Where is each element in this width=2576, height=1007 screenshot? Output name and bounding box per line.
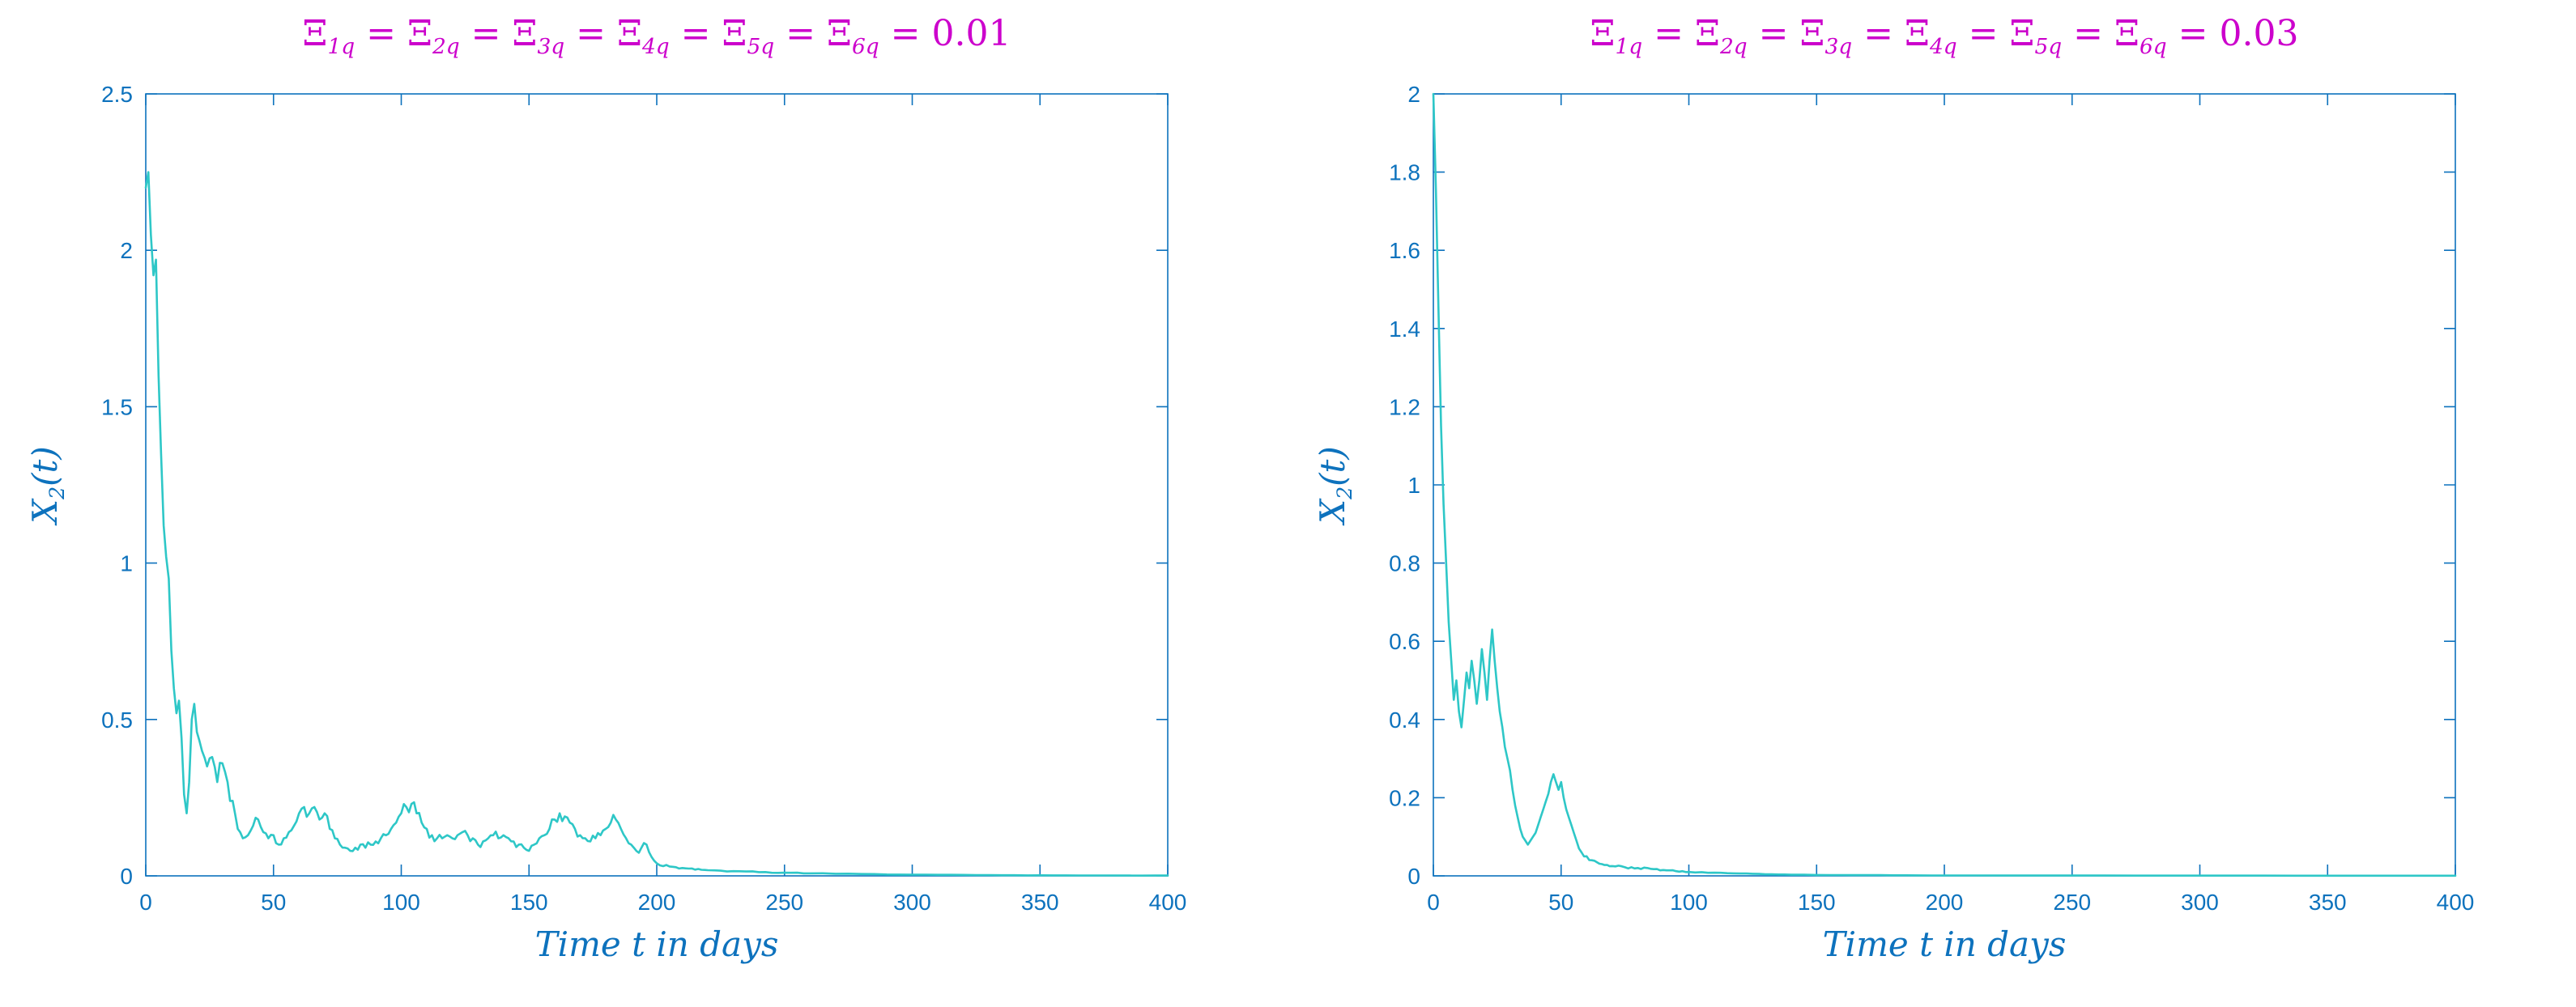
y-tick-label: 1.5 [101,394,133,419]
x-axis-label: Time t in days [1822,924,2067,964]
y-tick-label: 0.8 [1389,551,1420,576]
x-tick-label: 100 [1670,890,1708,915]
x-tick-label: 350 [2309,890,2347,915]
x-axis-label: Time t in days [534,924,779,964]
x-tick-label: 100 [382,890,420,915]
plot-svg: 0 50 100 150 200 250 300 350 400 0 0.2 0.4 0.6 0.8 1 1.… [1389,82,2475,915]
x-tick-label: 0 [139,890,152,915]
series-line [144,171,1169,877]
y-tick-label: 2 [120,238,133,263]
x-tick-label: 350 [1021,890,1059,915]
x-tick-label: 50 [1548,890,1573,915]
series-line [1432,92,2457,877]
plot-border [145,93,1169,877]
x-tick-label: 0 [1427,890,1440,915]
y-tick-label: 0.5 [101,707,133,733]
x-tick-label: 250 [2053,890,2091,915]
x-tick-label: 400 [1149,890,1187,915]
plot-border [1433,93,2456,877]
x-tick-label: 200 [1926,890,1964,915]
x-tick-label: 300 [893,890,931,915]
y-tick-label: 2.5 [101,82,133,107]
y-tick-label: 0 [1407,864,1420,889]
x-tick-label: 250 [765,890,803,915]
y-tick-label: 0.6 [1389,629,1420,654]
plot-svg: 0 50 100 150 200 250 300 350 400 0 0.5 1 1.5 2 2.5 [101,82,1187,915]
y-tick-label: 1.4 [1389,317,1420,342]
axis-ticks [145,93,1169,877]
y-tick-label: 1.6 [1389,238,1420,263]
x-tick-label: 400 [2437,890,2475,915]
chart-panel-right: Ξ1q = Ξ2q = Ξ3q = Ξ4q = Ξ5q = Ξ6q = 0.03… [1288,0,2575,1007]
x-tick-label: 300 [2181,890,2219,915]
axis-ticks [1433,93,2456,877]
y-tick-label: 1 [1407,473,1420,498]
y-tick-label: 1.2 [1389,394,1420,419]
y-tick-label: 0.4 [1389,707,1420,733]
x-tick-label: 50 [261,890,286,915]
y-tick-label: 1 [120,551,133,576]
x-tick-label: 150 [510,890,548,915]
chart-title: Ξ1q = Ξ2q = Ξ3q = Ξ4q = Ξ5q = Ξ6q = 0.01 [302,13,1011,59]
x-tick-label: 200 [638,890,676,915]
y-tick-label: 1.8 [1389,160,1420,185]
chart-title: Ξ1q = Ξ2q = Ξ3q = Ξ4q = Ξ5q = Ξ6q = 0.03 [1590,13,2299,59]
y-tick-label: 0 [120,864,133,889]
chart-panel-left: Ξ1q = Ξ2q = Ξ3q = Ξ4q = Ξ5q = Ξ6q = 0.01… [25,13,1187,964]
y-tick-label: 0.2 [1389,785,1420,810]
x-tick-label: 150 [1798,890,1836,915]
y-tick-label: 2 [1407,82,1420,107]
